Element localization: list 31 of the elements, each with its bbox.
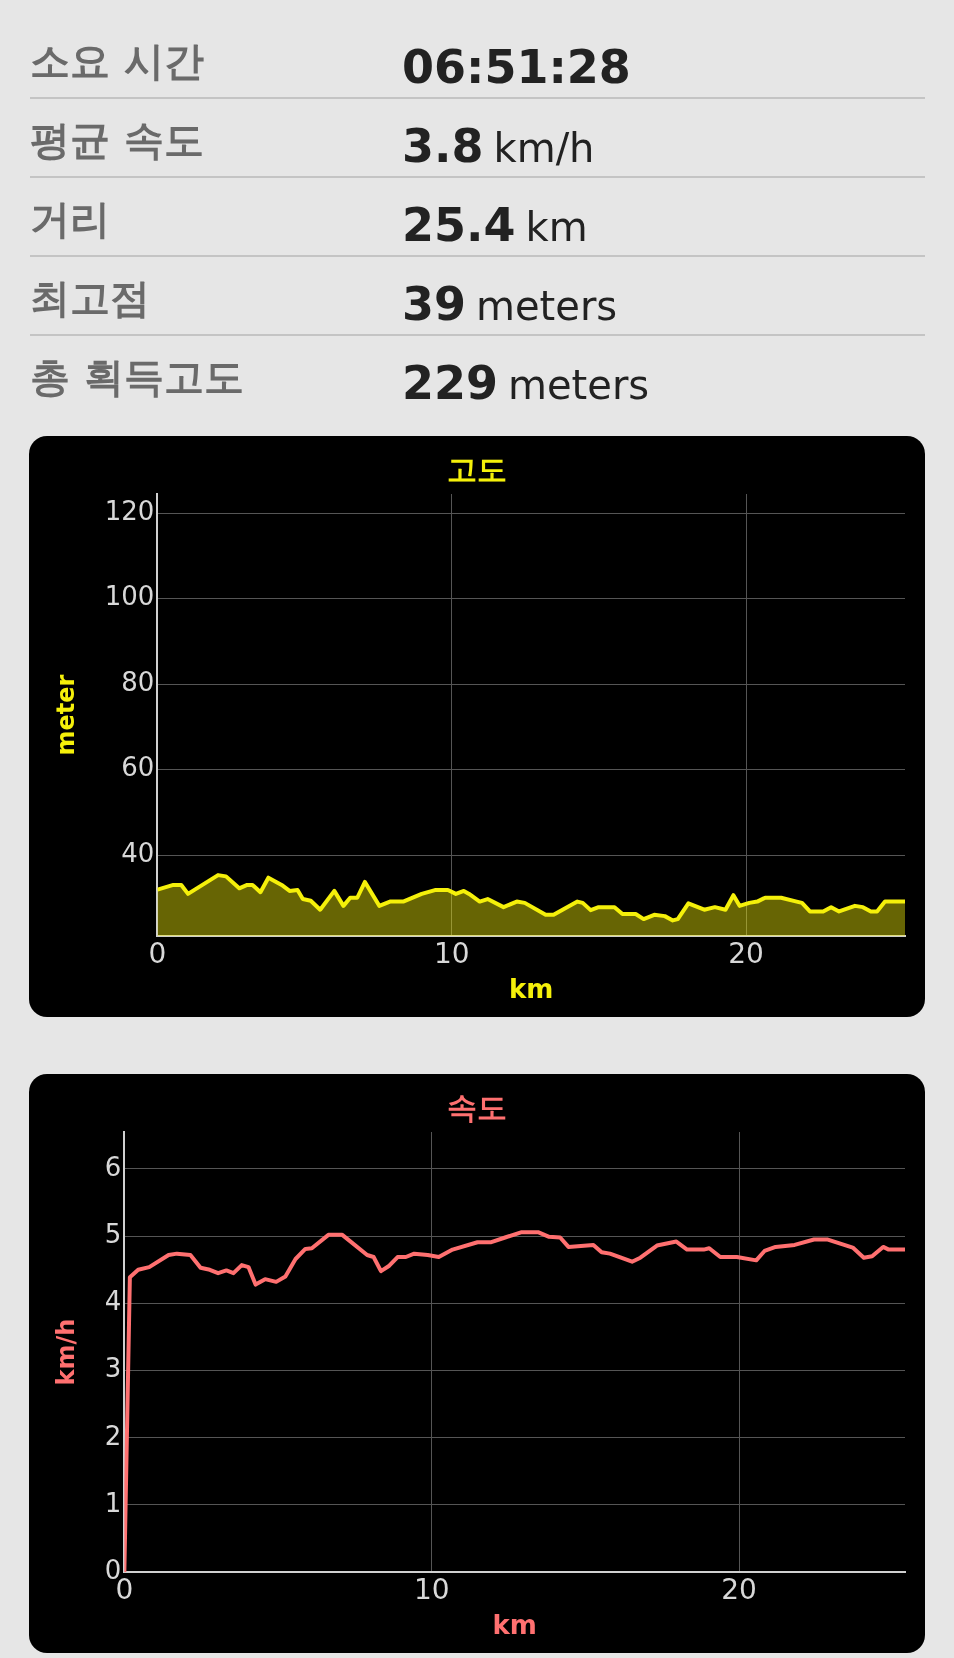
y-tick-label: 2 — [104, 1420, 122, 1451]
x-axis-title: km — [492, 1610, 537, 1641]
text: 06:51:28 — [402, 40, 631, 94]
chart-title: 속도 — [447, 1089, 507, 1125]
y-tick-label: 80 — [121, 666, 155, 697]
text: 총 획득고도 — [30, 353, 244, 402]
y-tick-label: 4 — [104, 1286, 122, 1317]
text: 평균 속도 — [30, 116, 204, 165]
text: 거리 — [30, 195, 110, 244]
text: 39 meters — [402, 277, 618, 331]
text: 최고점 — [30, 274, 150, 323]
y-tick-label: 5 — [104, 1218, 122, 1249]
y-axis-title: km/h — [51, 1318, 80, 1386]
y-tick-label: 40 — [121, 837, 155, 868]
y-tick-label: 100 — [104, 581, 155, 612]
y-tick-label: 6 — [104, 1151, 122, 1182]
text: 25.4 km — [402, 198, 588, 252]
chart-title: 고도 — [447, 451, 507, 487]
y-tick-label: 3 — [104, 1353, 122, 1384]
y-tick-label: 60 — [121, 752, 155, 783]
x-axis-title: km — [509, 974, 554, 1005]
y-tick-label: 120 — [104, 495, 155, 526]
x-tick-label: 20 — [728, 937, 764, 971]
x-tick-label: 20 — [721, 1573, 757, 1607]
y-axis-title: meter — [51, 674, 80, 756]
x-tick-label: 10 — [413, 1573, 450, 1607]
x-tick-label: 10 — [433, 937, 470, 971]
y-tick-label: 1 — [104, 1487, 122, 1518]
text: 3.8 km/h — [402, 119, 595, 173]
text: 229 meters — [402, 356, 650, 410]
text: 소요 시간 — [30, 37, 204, 86]
